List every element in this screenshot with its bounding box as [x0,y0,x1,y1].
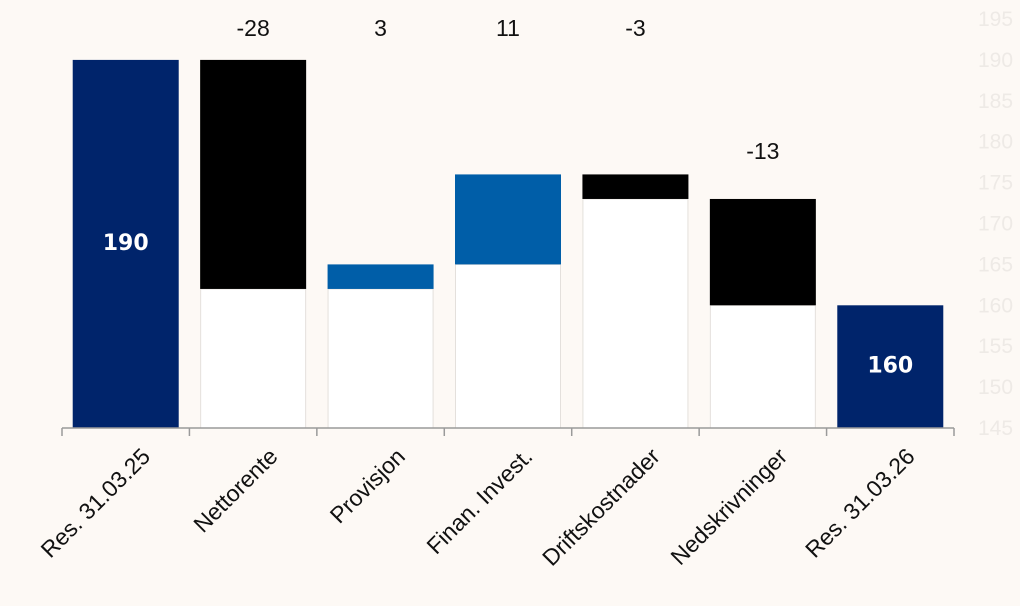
total-bar-label: 160 [867,354,913,379]
y-tick-label: 155 [978,335,1013,358]
delta-bar-label: -3 [625,15,645,41]
increase-bar [327,264,434,289]
base-bar [327,288,434,429]
total-bar [837,305,944,428]
delta-bar-label: -13 [746,138,779,164]
category-label: Driftskostnader [537,443,665,571]
increase-bar [455,174,561,265]
base-bar [582,198,689,429]
y-tick-label: 185 [978,90,1013,113]
decrease-bar [709,198,816,306]
y-tick-label: 150 [978,376,1013,399]
y-tick-label: 175 [978,172,1013,195]
decrease-bar [582,174,689,199]
x-axis [61,427,955,436]
y-tick-label: 195 [978,8,1013,31]
y-tick-label: 160 [978,294,1013,317]
decrease-bar [200,59,307,289]
y-tick-label: 165 [978,253,1013,276]
y-axis-ticks: 145 150 155 160 165 170 175 180 185 190 195 [978,8,1013,440]
bars-layer [72,59,944,429]
delta-bar-label: -28 [237,15,270,41]
y-tick-label: 190 [978,49,1013,72]
total-bar [72,59,179,429]
y-tick-label: 180 [978,131,1013,154]
y-tick-label: 145 [978,417,1013,440]
category-label: Finan. Invest. [421,443,537,559]
base-bar [709,304,816,429]
total-bar-label: 190 [103,231,149,256]
category-label: Nedskrivninger [665,443,792,570]
bar-labels-layer: 190 -28 3 11 -3 -13 160 [103,15,914,379]
category-label: Provisjon [325,443,410,528]
delta-bar-label: 3 [374,15,387,41]
category-label: Res. 31.03.26 [800,443,920,563]
category-labels-layer: Res. 31.03.25 Nettorente Provisjon Finan. I… [35,443,919,571]
base-bar [200,288,307,429]
category-label: Nettorente [188,443,282,537]
category-label: Res. 31.03.25 [35,443,155,563]
base-bar [455,263,561,429]
y-tick-label: 170 [978,213,1013,236]
delta-bar-label: 11 [496,15,520,41]
